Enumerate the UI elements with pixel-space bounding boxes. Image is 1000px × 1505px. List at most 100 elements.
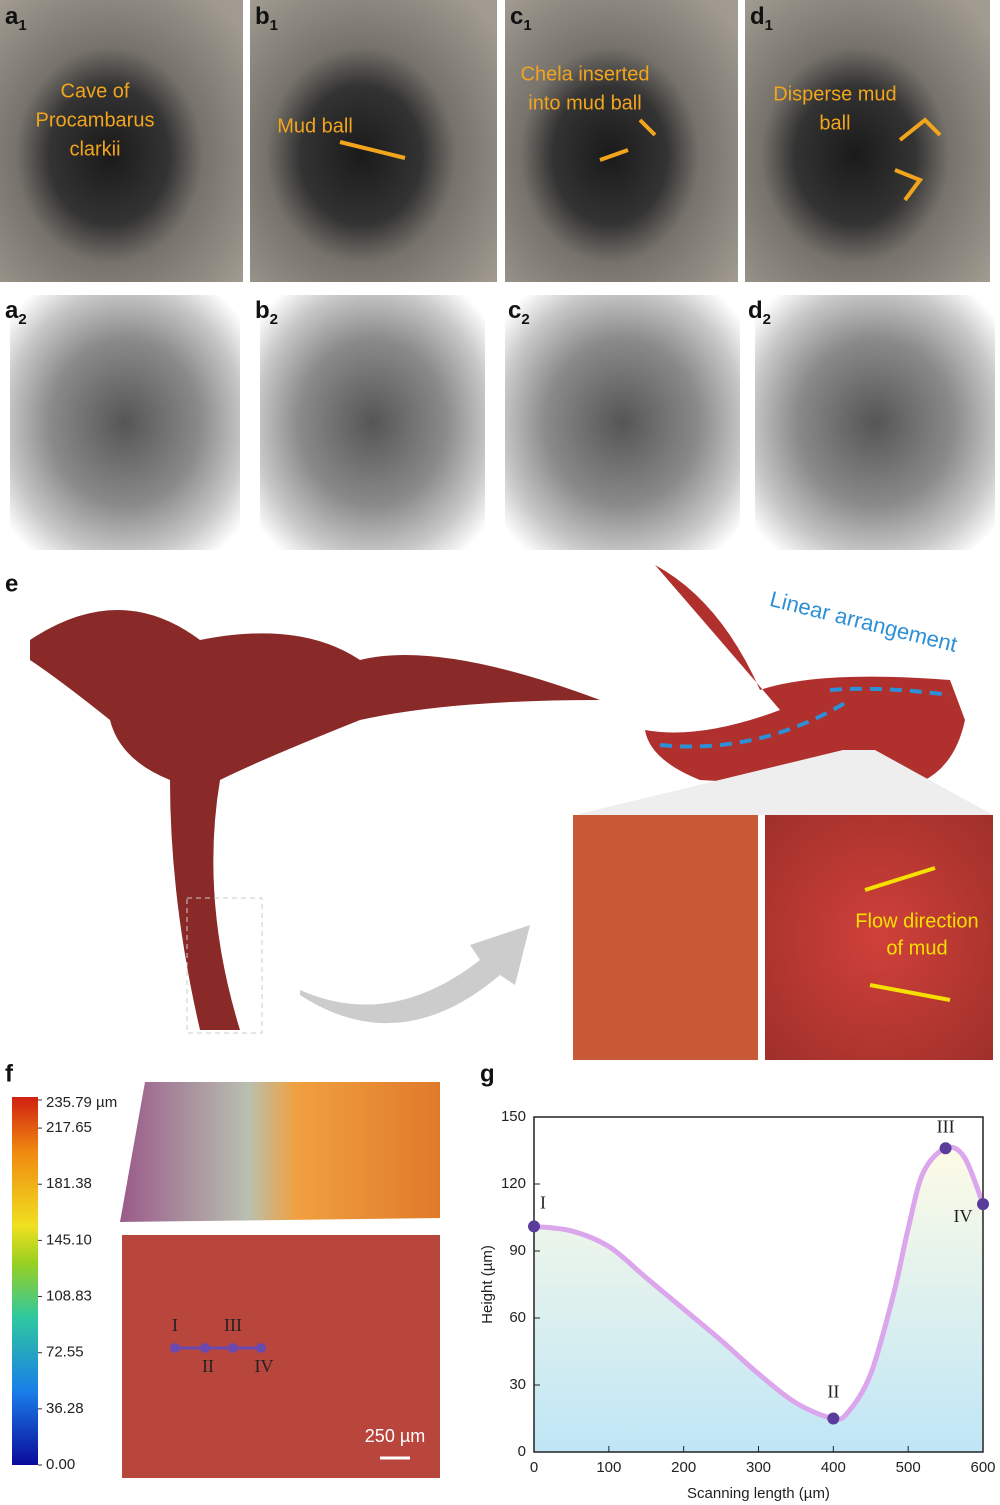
panel-label: a2 — [5, 297, 27, 328]
zoom-wedge — [575, 750, 993, 815]
x-tick-label: 0 — [530, 1459, 538, 1476]
panel-subscript: 2 — [521, 311, 529, 328]
y-tick-label: 120 — [501, 1175, 526, 1192]
panel-label: b1 — [255, 3, 278, 34]
scan-point-label: I — [172, 1315, 178, 1335]
photo — [505, 0, 738, 282]
panel-label: d2 — [748, 297, 771, 328]
annotation: Flow direction — [855, 910, 978, 932]
colorbar-tick-label: 72.55 — [46, 1344, 84, 1361]
x-tick-label: 600 — [970, 1459, 995, 1476]
y-tick-label: 150 — [501, 1108, 526, 1125]
panel-letter: c — [510, 3, 523, 30]
panel-letter: d — [750, 3, 765, 30]
scan-point-label: II — [202, 1356, 214, 1376]
x-tick-label: 500 — [896, 1459, 921, 1476]
sketch — [505, 295, 740, 550]
panel-letter: c — [508, 297, 521, 324]
colorbar-tick-label: 217.65 — [46, 1119, 92, 1136]
marker-label: I — [540, 1193, 546, 1213]
colorbar-tick-label: 235.79 µm — [46, 1094, 117, 1111]
y-tick-label: 30 — [509, 1376, 526, 1393]
annotation: clarkii — [69, 138, 120, 160]
sketch — [10, 295, 240, 550]
arrow — [894, 117, 942, 202]
annotation: Procambarus — [36, 109, 155, 131]
marker-label: III — [937, 1116, 955, 1136]
sketch — [755, 295, 995, 550]
marker — [977, 1198, 989, 1211]
panel-subscript: 1 — [765, 17, 773, 34]
y-axis-label: Height (µm) — [479, 1245, 496, 1324]
photo — [0, 0, 243, 282]
highlight-box — [186, 897, 263, 1034]
scan-point-label: IV — [255, 1356, 274, 1376]
scan-point — [200, 1343, 210, 1353]
photo — [250, 0, 497, 282]
panel-label: e — [5, 570, 18, 597]
colorbar-tick-label: 0.00 — [46, 1456, 75, 1473]
arrow — [599, 118, 657, 162]
panel-subscript: 1 — [523, 17, 531, 34]
panel-subscript: 2 — [763, 311, 771, 328]
panel-letter: b — [255, 297, 270, 324]
photo-row — [0, 0, 990, 282]
colorbar-tick-label: 145.10 — [46, 1231, 92, 1248]
y-tick-label: 90 — [509, 1242, 526, 1259]
claw — [645, 565, 965, 790]
panel-e — [30, 565, 993, 1060]
x-tick-label: 300 — [746, 1459, 771, 1476]
panel-label: a1 — [5, 3, 27, 34]
marker — [528, 1220, 540, 1233]
x-tick-label: 100 — [596, 1459, 621, 1476]
scan-point — [256, 1343, 266, 1353]
sketch — [260, 295, 485, 550]
panel-label: g — [480, 1060, 495, 1087]
scale-bar-label: 250 µm — [365, 1426, 425, 1446]
colorbar-tick-label: 108.83 — [46, 1288, 92, 1305]
photo — [745, 0, 990, 282]
marker-label: II — [827, 1382, 839, 1402]
scan-point — [170, 1343, 180, 1353]
annotation: Chela inserted — [521, 63, 650, 85]
closeup-photo — [573, 815, 758, 1060]
micrograph — [122, 1235, 440, 1478]
y-tick-label: 60 — [509, 1309, 526, 1326]
marker — [939, 1142, 952, 1155]
crayfish — [30, 610, 600, 1030]
scan-point — [228, 1343, 238, 1353]
panel-subscript: 1 — [18, 17, 26, 34]
annotation: Linear arrangement — [767, 586, 959, 657]
annotation: Disperse mud — [773, 83, 896, 105]
panel-label: c1 — [510, 3, 532, 34]
colorbar-tick-label: 181.38 — [46, 1175, 92, 1192]
arrow — [339, 140, 406, 160]
panel-f — [12, 1082, 440, 1478]
colorbar — [12, 1097, 38, 1465]
y-tick-label: 0 — [518, 1443, 526, 1460]
panel-label: c2 — [508, 297, 530, 328]
panel-subscript: 2 — [18, 311, 26, 328]
scan-point-label: III — [224, 1315, 242, 1335]
panel-label: b2 — [255, 297, 278, 328]
panel-subscript: 1 — [270, 17, 278, 34]
x-axis-label: Scanning length (µm) — [687, 1485, 830, 1502]
closeup-photo — [765, 815, 993, 1060]
arrow — [864, 866, 951, 1002]
annotation: Cave of — [61, 80, 130, 102]
arrow — [300, 925, 530, 1024]
sketch-row — [10, 295, 995, 550]
marker-label: IV — [954, 1206, 973, 1226]
height-map-3d — [120, 1082, 440, 1222]
panel-label: f — [5, 1060, 14, 1087]
panel-label: d1 — [750, 3, 773, 34]
panel-letter: a — [5, 3, 19, 30]
panel-letter: b — [255, 3, 270, 30]
panel-subscript: 2 — [270, 311, 278, 328]
dashed-line — [659, 686, 951, 749]
x-tick-label: 200 — [671, 1459, 696, 1476]
annotation: ball — [819, 112, 850, 134]
x-tick-label: 400 — [821, 1459, 846, 1476]
colorbar-tick-label: 36.28 — [46, 1400, 84, 1417]
